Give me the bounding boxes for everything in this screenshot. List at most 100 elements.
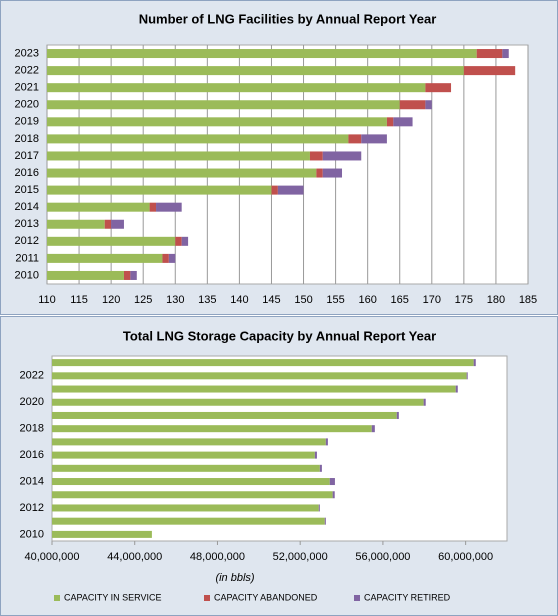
bar-segment [371, 425, 375, 433]
x-tick-label: 150 [294, 294, 312, 306]
x-tick-label: 48,000,000 [190, 551, 245, 563]
bar-segment [52, 451, 315, 459]
plot-area [51, 355, 508, 542]
bar-segment [111, 219, 124, 229]
y-tick-label: 2021 [15, 82, 39, 94]
bar-segment [47, 151, 310, 161]
x-tick-label: 135 [198, 294, 216, 306]
y-tick-label: 2022 [15, 65, 39, 77]
y-tick-label: 2014 [20, 475, 44, 487]
bar-segment [47, 185, 272, 195]
bar-segment [322, 151, 362, 161]
bar-segment [277, 185, 304, 195]
x-tick-label: 155 [326, 294, 344, 306]
bar-segment [463, 66, 516, 76]
y-tick-label: 2018 [20, 423, 44, 435]
x-tick-label: 115 [70, 294, 88, 306]
bar-segment [104, 219, 112, 229]
bar-segment [52, 438, 326, 446]
bar-segment [393, 117, 413, 127]
x-tick-label: 180 [487, 294, 505, 306]
bar-segment [52, 491, 333, 499]
y-tick-label: 2012 [15, 235, 39, 247]
bar-segment [47, 66, 464, 76]
y-tick-label: 2023 [15, 47, 39, 59]
bar-segment [162, 253, 169, 263]
x-tick-label: 52,000,000 [273, 551, 328, 563]
legend-swatch [354, 595, 360, 601]
bar-segment [52, 359, 474, 367]
y-tick-label: 2020 [15, 99, 39, 111]
x-tick-label: 120 [102, 294, 120, 306]
x-tick-label: 160 [358, 294, 376, 306]
x-tick-label: 56,000,000 [355, 551, 410, 563]
bar-segment [325, 438, 328, 446]
bar-segment [47, 202, 150, 212]
legend-swatch [54, 595, 60, 601]
y-tick-label: 2011 [15, 252, 39, 264]
y-tick-label: 2018 [15, 133, 39, 145]
bar-segment [47, 134, 349, 144]
x-tick-label: 185 [519, 294, 537, 306]
bar-segment [329, 478, 335, 486]
y-tick-label: 2017 [15, 150, 39, 162]
x-tick-label: 170 [423, 294, 441, 306]
y-tick-label: 2010 [15, 269, 39, 281]
bar-segment [476, 49, 503, 59]
bar-segment [47, 219, 105, 229]
bar-segment [47, 49, 477, 59]
bar-segment [47, 253, 163, 263]
bar-segment [271, 185, 278, 195]
x-tick-label: 40,000,000 [24, 551, 79, 563]
bar-segment [130, 270, 137, 280]
bar-segment [332, 491, 335, 499]
y-tick-label: 2013 [15, 218, 39, 230]
y-tick-label: 2022 [20, 370, 44, 382]
x-tick-label: 60,000,000 [438, 551, 493, 563]
bar-segment [52, 464, 320, 472]
x-tick-label: 175 [455, 294, 473, 306]
bar-segment [52, 385, 456, 393]
bar-segment [309, 151, 323, 161]
bar-segment [47, 270, 124, 280]
legend-label: CAPACITY ABANDONED [214, 592, 318, 602]
legend-label: CAPACITY IN SERVICE [64, 592, 162, 602]
x-axis-label: (in bbls) [215, 572, 254, 584]
bar-segment [425, 83, 452, 93]
bar-segment [47, 100, 400, 110]
bar-segment [318, 504, 320, 512]
bar-segment [168, 253, 176, 263]
bar-segment [52, 425, 372, 433]
x-tick-label: 165 [391, 294, 409, 306]
y-tick-label: 2016 [15, 167, 39, 179]
bar-segment [156, 202, 182, 212]
bar-segment [52, 504, 319, 512]
legend-swatch [204, 595, 210, 601]
x-tick-label: 145 [262, 294, 280, 306]
bar-segment [47, 168, 317, 178]
bar-segment [47, 117, 387, 127]
bar-segment [47, 236, 176, 246]
bar-segment [52, 411, 397, 419]
bar-segment [316, 168, 323, 178]
x-tick-label: 44,000,000 [107, 551, 162, 563]
bar-segment [361, 134, 387, 144]
y-tick-label: 2020 [20, 396, 44, 408]
bar-segment [425, 100, 432, 110]
bar-segment [123, 270, 131, 280]
bar-segment [322, 168, 343, 178]
bar-segment [319, 464, 322, 472]
x-tick-label: 125 [134, 294, 152, 306]
bar-segment [314, 451, 317, 459]
chart-title: Number of LNG Facilities by Annual Repor… [139, 11, 437, 26]
y-tick-label: 2015 [15, 184, 39, 196]
bar-segment [423, 398, 426, 406]
bar-segment [175, 236, 182, 246]
bar-segment [52, 398, 424, 406]
bar-segment [52, 517, 325, 525]
plot-area [46, 44, 529, 285]
x-tick-label: 130 [166, 294, 184, 306]
bar-segment [149, 202, 157, 212]
bar-segment [466, 372, 468, 380]
